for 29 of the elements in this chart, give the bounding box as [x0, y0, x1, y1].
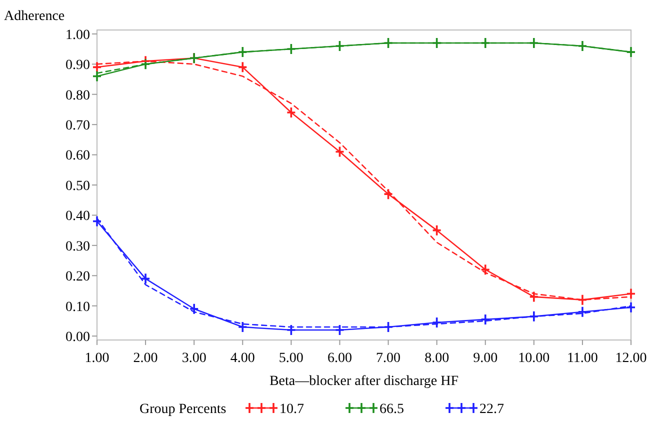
legend-label: 66.5	[380, 402, 404, 417]
x-tick-label: 10.00	[518, 351, 550, 366]
x-axis-title: Beta—blocker after discharge HF	[269, 374, 459, 389]
x-tick-label: 9.00	[473, 351, 498, 366]
x-tick-label: 11.00	[566, 351, 598, 366]
legend-title: Group Percents	[140, 402, 226, 417]
y-tick-label: 0.00	[66, 330, 90, 345]
x-tick-label: 2.00	[133, 351, 158, 366]
x-tick-label: 3.00	[182, 351, 206, 366]
y-tick-label: 0.40	[66, 209, 90, 224]
y-tick-label: 0.80	[66, 88, 90, 104]
y-tick-label: 0.60	[66, 148, 90, 164]
x-tick-label: 6.00	[327, 351, 352, 366]
y-axis-title: Adherence	[4, 9, 65, 24]
x-tick-label: 7.00	[376, 351, 401, 366]
y-tick-label: 0.50	[66, 178, 90, 194]
legend-label: 10.7	[280, 402, 304, 417]
y-tick-label: 0.70	[66, 118, 90, 134]
x-tick-label: 4.00	[230, 351, 255, 366]
y-tick-label: 0.20	[66, 270, 90, 285]
y-tick-label: 0.30	[66, 239, 90, 254]
legend-label: 22.7	[480, 402, 504, 417]
x-tick-label: 12.00	[615, 351, 647, 366]
x-tick-label: 1.00	[84, 351, 110, 366]
y-tick-label: 0.90	[66, 58, 90, 74]
y-tick-label: 0.10	[66, 300, 90, 315]
y-tick-label: 1.00	[66, 28, 90, 43]
x-tick-label: 8.00	[424, 351, 450, 366]
x-tick-label: 5.00	[278, 351, 304, 366]
